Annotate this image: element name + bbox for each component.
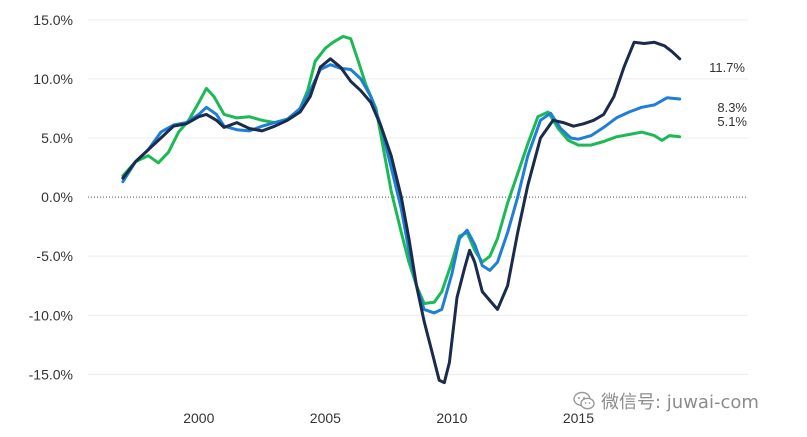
y-tick-label: 0.0%: [41, 189, 73, 205]
end-label-navy: 11.7%: [709, 60, 745, 75]
y-axis-ticks: 15.0% 10.0% 5.0% 0.0% -5.0% -10.0% -15.0%: [29, 12, 73, 383]
series-line-green: [121, 34, 682, 305]
watermark: 微信号: juwai-com: [573, 388, 759, 414]
series-line-navy: [121, 40, 682, 385]
end-label-blue: 8.3%: [717, 100, 747, 115]
x-tick-label: 2010: [436, 410, 467, 426]
watermark-text: 微信号: juwai-com: [601, 392, 759, 413]
x-tick-label: 2015: [563, 410, 594, 426]
x-tick-label: 2005: [310, 410, 341, 426]
series-line-blue: [121, 63, 682, 315]
y-tick-label: -5.0%: [36, 248, 73, 264]
y-tick-label: 15.0%: [33, 12, 73, 28]
y-tick-label: -15.0%: [29, 366, 73, 382]
y-tick-label: 10.0%: [33, 71, 73, 87]
wechat-icon: [573, 391, 595, 410]
end-label-green: 5.1%: [717, 114, 747, 129]
series-lines: [121, 34, 682, 385]
x-tick-label: 2000: [183, 410, 214, 426]
end-labels: 5.1%8.3% 11.7%: [709, 60, 747, 129]
gridlines: [88, 19, 748, 375]
y-tick-label: -10.0%: [29, 307, 73, 323]
y-tick-label: 5.0%: [41, 130, 73, 146]
x-axis-ticks: 2000 2005 2010 2015: [183, 410, 594, 426]
